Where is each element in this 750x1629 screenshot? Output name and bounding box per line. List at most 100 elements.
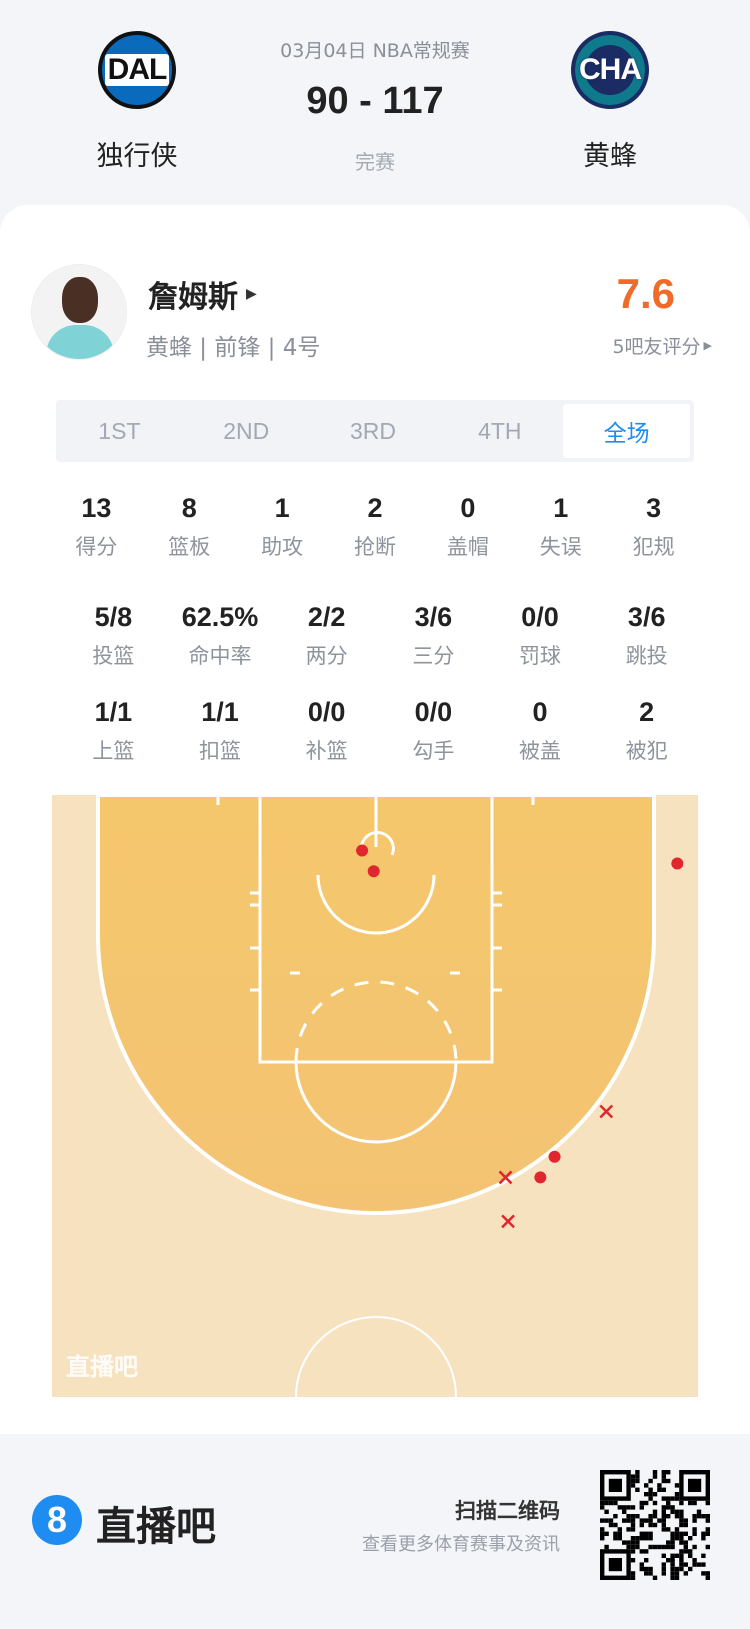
stat-label: 跳投 [625, 644, 668, 668]
made-shot-marker [356, 844, 369, 857]
stat-三分: 3/6 三分 [380, 602, 487, 670]
player-name: 詹姆斯 [148, 280, 238, 315]
away-team-name: 黄蜂 [583, 141, 637, 172]
stat-value: 2 [639, 697, 655, 727]
restricted-area [316, 874, 436, 935]
stat-label: 盖帽 [446, 535, 489, 559]
stat-label: 失误 [539, 535, 582, 559]
stat-篮板: 8 篮板 [143, 493, 236, 561]
brand-logo-icon: 8 [32, 1495, 82, 1545]
match-date-league: 03月04日 NBA常规赛 [280, 40, 470, 62]
stat-助攻: 1 助攻 [236, 493, 329, 561]
stat-label: 助攻 [261, 535, 304, 559]
scan-qr-title: 扫描二维码 [455, 1499, 560, 1523]
made-shot-marker [671, 857, 684, 870]
rating-label: 5吧友评分 [612, 336, 701, 358]
stat-value: 2/2 [307, 602, 346, 632]
tab-1st[interactable]: 1ST [98, 417, 141, 444]
stat-得分: 13 得分 [50, 493, 143, 561]
scan-qr-subtitle: 查看更多体育赛事及资讯 [362, 1534, 560, 1555]
brand-name: 直播吧 [96, 1504, 216, 1550]
made-shot-marker [367, 865, 380, 878]
stat-命中率: 62.5% 命中率 [167, 602, 274, 670]
stat-上篮: 1/1 上篮 [60, 697, 167, 765]
stat-label: 篮板 [168, 535, 211, 559]
stat-value: 1/1 [94, 697, 133, 727]
stat-value: 13 [81, 493, 112, 523]
stat-勾手: 0/0 勾手 [380, 697, 487, 765]
match-status: 完赛 [355, 150, 395, 174]
player-rating: 7.6 [616, 270, 675, 317]
missed-shot-marker [501, 1214, 515, 1229]
tab-3rd[interactable]: 3RD [349, 417, 396, 444]
arrow-right-icon: ▶ [703, 339, 712, 352]
rating-link[interactable]: 5吧友评分 ▶ [612, 332, 712, 359]
stat-label: 被犯 [625, 739, 668, 763]
free-throw-circle-top [294, 980, 458, 1063]
stat-value: 2 [367, 493, 383, 523]
stat-两分: 2/2 两分 [273, 602, 380, 670]
stat-value: 0 [532, 697, 548, 727]
stat-label: 得分 [75, 535, 118, 559]
stat-罚球: 0/0 罚球 [487, 602, 594, 670]
stat-value: 3 [646, 493, 662, 523]
center-circle [295, 1316, 457, 1397]
stat-被犯: 2 被犯 [593, 697, 700, 765]
stat-label: 犯规 [632, 535, 675, 559]
lane-hash-marks [250, 891, 502, 992]
arrow-right-icon: ▶ [246, 286, 257, 302]
stat-value: 0/0 [521, 602, 559, 632]
stat-label: 勾手 [412, 739, 455, 763]
stat-label: 上篮 [92, 739, 135, 763]
tab-2nd[interactable]: 2ND [223, 417, 270, 444]
tab-full-game[interactable]: 全场 [563, 404, 690, 458]
stat-label: 抢断 [354, 535, 396, 559]
three-point-line [96, 795, 656, 1215]
stat-label: 三分 [412, 644, 455, 668]
watermark: 直播吧 [66, 1353, 138, 1381]
made-shot-marker [548, 1150, 561, 1163]
home-team-name: 独行侠 [96, 141, 178, 172]
qr-code[interactable] [600, 1470, 710, 1580]
stat-label: 两分 [305, 644, 348, 668]
shot-chart: 直播吧 [52, 795, 698, 1397]
stat-补篮: 0/0 补篮 [273, 697, 380, 765]
stat-value: 0/0 [414, 697, 453, 727]
stats-row-shot-types: 1/1 上篮 1/1 扣篮 0/0 补篮 0/0 勾手 0 被盖 2 被犯 [60, 697, 700, 765]
stat-失误: 1 失误 [514, 493, 607, 561]
stat-value: 1 [274, 493, 290, 523]
period-tabs: 1ST 2ND 3RD 4TH 全场 [56, 400, 694, 462]
lane [258, 795, 494, 1064]
free-throw-circle-bottom [294, 1061, 458, 1144]
tab-4th[interactable]: 4TH [478, 417, 522, 444]
stat-扣篮: 1/1 扣篮 [167, 697, 274, 765]
stat-label: 被盖 [519, 739, 562, 763]
stat-被盖: 0 被盖 [487, 697, 594, 765]
stat-value: 3/6 [414, 602, 453, 632]
stat-value: 1/1 [201, 697, 239, 727]
player-avatar[interactable] [31, 264, 127, 360]
stat-label: 命中率 [188, 644, 252, 668]
stat-label: 罚球 [519, 644, 562, 668]
stat-value: 1 [553, 493, 569, 523]
stat-label: 投篮 [92, 644, 135, 668]
stat-value: 5/8 [94, 602, 133, 632]
player-name-link[interactable]: 詹姆斯 ▶ [148, 272, 257, 316]
stats-row-shooting: 5/8 投篮 62.5% 命中率 2/2 两分 3/6 三分 0/0 罚球 3/6 跳投 [60, 602, 700, 670]
cha-team-logo[interactable]: CHA [571, 31, 649, 109]
stat-value: 8 [181, 493, 197, 523]
stat-value: 0/0 [307, 697, 346, 727]
score: 90 - 117 [306, 80, 444, 122]
missed-shot-marker [599, 1104, 614, 1119]
stat-抢断: 2 抢断 [329, 493, 422, 561]
stat-value: 0 [460, 493, 476, 523]
stats-row-basic: 13 得分 8 篮板 1 助攻 2 抢断 0 盖帽 1 失误 3 犯规 [50, 493, 700, 561]
stat-label: 扣篮 [199, 739, 241, 763]
dal-team-logo[interactable]: DAL [98, 31, 176, 109]
stat-value: 62.5% [181, 602, 259, 632]
missed-shot-marker [498, 1170, 513, 1185]
stat-犯规: 3 犯规 [607, 493, 700, 561]
stat-盖帽: 0 盖帽 [421, 493, 514, 561]
player-info: 黄蜂 | 前锋 | 4号 [146, 335, 321, 361]
made-shot-marker [534, 1171, 547, 1184]
